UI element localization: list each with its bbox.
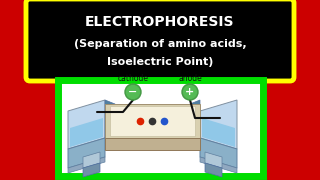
- Circle shape: [183, 86, 196, 98]
- Polygon shape: [190, 100, 200, 142]
- Polygon shape: [205, 163, 222, 177]
- Text: (Separation of amino acids,: (Separation of amino acids,: [74, 39, 246, 49]
- FancyBboxPatch shape: [26, 0, 294, 81]
- FancyBboxPatch shape: [58, 80, 263, 176]
- Polygon shape: [200, 138, 237, 168]
- Polygon shape: [200, 100, 237, 149]
- Polygon shape: [83, 163, 100, 177]
- Circle shape: [125, 84, 141, 100]
- Circle shape: [182, 84, 198, 100]
- Polygon shape: [200, 157, 237, 173]
- Polygon shape: [105, 138, 200, 150]
- Polygon shape: [205, 152, 222, 168]
- Text: anode: anode: [178, 74, 202, 83]
- Polygon shape: [83, 152, 100, 168]
- Circle shape: [126, 86, 140, 98]
- Polygon shape: [110, 106, 195, 136]
- Polygon shape: [70, 118, 103, 147]
- Polygon shape: [68, 157, 105, 173]
- Polygon shape: [105, 100, 115, 142]
- Text: cathode: cathode: [117, 74, 148, 83]
- Polygon shape: [68, 100, 105, 149]
- Polygon shape: [105, 104, 200, 138]
- Text: −: −: [128, 87, 138, 97]
- Text: Isoelectric Point): Isoelectric Point): [107, 57, 213, 67]
- Text: ELECTROPHORESIS: ELECTROPHORESIS: [85, 15, 235, 29]
- Polygon shape: [202, 118, 235, 147]
- Text: +: +: [185, 87, 195, 97]
- Polygon shape: [68, 138, 105, 168]
